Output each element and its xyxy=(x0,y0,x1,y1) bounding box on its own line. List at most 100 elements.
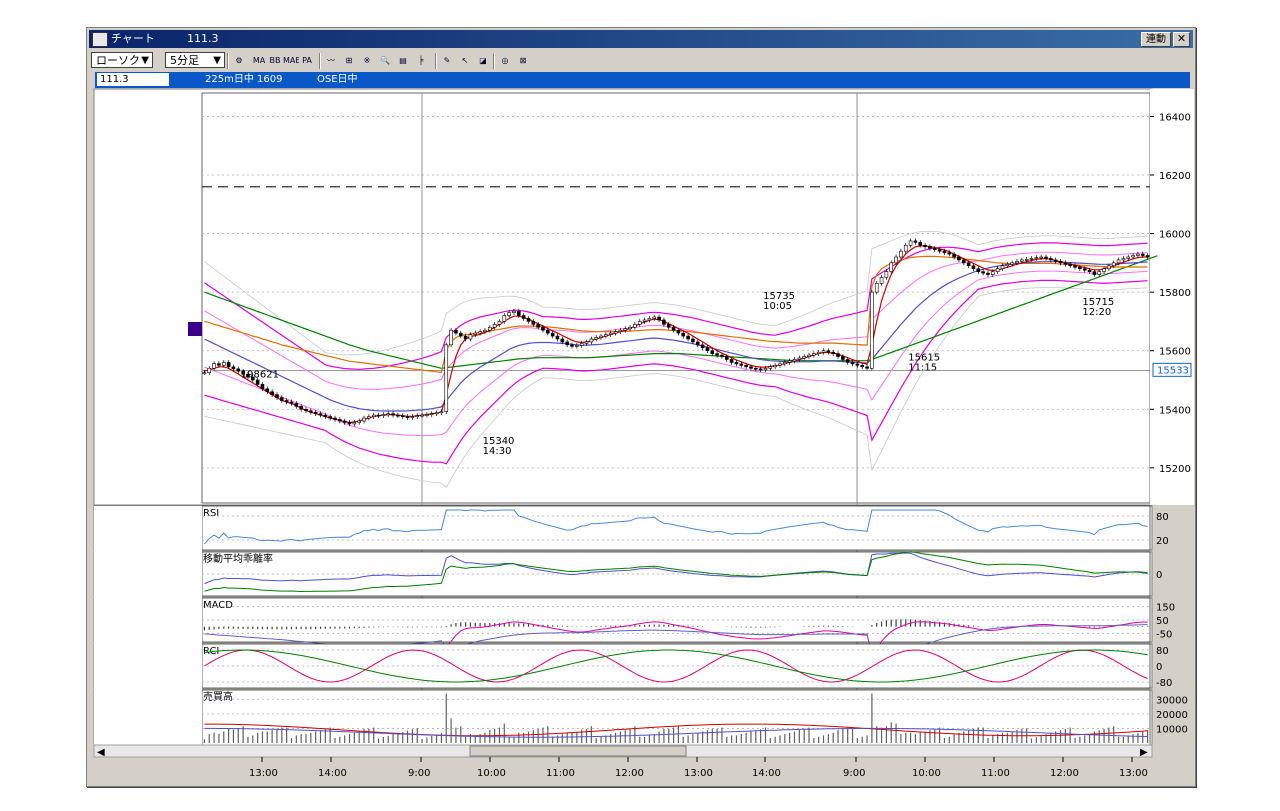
candle xyxy=(217,363,221,366)
candle xyxy=(579,343,584,346)
candle xyxy=(836,353,840,357)
candle xyxy=(947,252,952,255)
candle xyxy=(425,414,429,416)
candle xyxy=(879,277,884,284)
candle xyxy=(758,368,763,371)
export-icon[interactable]: ▤ xyxy=(395,53,411,68)
candle xyxy=(1082,268,1087,271)
candle xyxy=(226,362,231,368)
price-tick-label: 16200 xyxy=(1159,171,1191,182)
interval-value: 5分足 xyxy=(170,54,199,67)
candle xyxy=(521,315,526,319)
rci1-line xyxy=(204,649,1148,683)
candle xyxy=(420,414,424,417)
symbol-input[interactable]: 111.3 xyxy=(97,73,169,86)
candle xyxy=(1015,261,1019,264)
indicator-icon[interactable]: ⊞ xyxy=(341,53,357,68)
chart-settings-icon[interactable]: ⚙ xyxy=(231,53,247,68)
candle xyxy=(729,359,734,363)
ma3-line xyxy=(204,255,1158,369)
candle xyxy=(575,345,579,347)
chart-type-select[interactable]: ローソク ▼ xyxy=(91,52,153,68)
candle xyxy=(284,400,289,403)
title-bar[interactable]: チャート 111.3 連動 ✕ xyxy=(89,30,1193,48)
candle xyxy=(894,256,898,264)
candle xyxy=(449,329,453,346)
candle xyxy=(473,332,478,335)
candle xyxy=(986,272,990,275)
candle xyxy=(517,310,521,316)
candle xyxy=(884,271,889,278)
candle xyxy=(1140,253,1145,256)
candle xyxy=(623,328,628,331)
candle xyxy=(391,413,395,416)
indicator-side-column xyxy=(94,506,202,745)
candle xyxy=(618,329,623,332)
candle xyxy=(821,350,826,353)
pen-icon[interactable]: ✎ xyxy=(439,53,455,68)
toolbar-separator xyxy=(493,53,495,69)
candle xyxy=(749,366,753,369)
ma-icon[interactable]: MA xyxy=(251,53,267,68)
candle xyxy=(362,417,366,422)
link-button[interactable]: 連動 xyxy=(1141,32,1171,47)
candle xyxy=(812,353,816,356)
candle xyxy=(923,244,927,248)
candle xyxy=(957,256,961,261)
cross-icon[interactable]: ⊠ xyxy=(515,53,531,68)
candle xyxy=(744,365,748,368)
candle xyxy=(347,422,352,425)
price-annotation: 14:30 xyxy=(483,446,512,457)
candle xyxy=(608,332,613,335)
candle xyxy=(309,410,313,413)
tool-icon[interactable]: ※ xyxy=(359,53,375,68)
candle xyxy=(507,312,511,316)
candle xyxy=(976,268,981,272)
candle xyxy=(386,413,391,415)
candle xyxy=(768,366,773,369)
line-chart-icon[interactable]: 〰 xyxy=(323,53,339,68)
candle xyxy=(410,416,415,418)
toolbar-separator xyxy=(435,53,437,69)
mae-icon[interactable]: MAE xyxy=(283,53,300,68)
candle xyxy=(468,334,473,340)
candle xyxy=(807,354,811,357)
candle xyxy=(647,318,652,321)
contract-label: 225m日中 1609 xyxy=(205,74,283,85)
indicator-title: 移動平均乖離率 xyxy=(203,552,273,565)
candle xyxy=(942,250,947,253)
candle xyxy=(323,414,328,417)
bb-icon[interactable]: BB xyxy=(267,53,283,68)
indicator-tick-label: 80 xyxy=(1156,646,1169,657)
candle xyxy=(202,372,207,374)
session-label: OSE日中 xyxy=(317,74,358,85)
candle xyxy=(937,249,942,252)
toolbar-separator xyxy=(319,53,321,69)
scroll-left-icon: ◀ xyxy=(97,747,105,758)
pa-icon[interactable]: PA xyxy=(299,53,315,68)
indicator-tick-label: 0 xyxy=(1156,570,1162,581)
deviation3-line xyxy=(204,551,1148,593)
time-tick-label: 14:00 xyxy=(318,768,347,779)
search-icon[interactable]: ◎ xyxy=(497,53,513,68)
price-annotation: 15615 xyxy=(908,352,940,363)
grid-icon[interactable]: ╞ xyxy=(413,53,429,68)
candle xyxy=(304,408,308,412)
ma2-line xyxy=(204,261,1148,412)
price-tick-label: 15600 xyxy=(1159,347,1191,358)
candle xyxy=(865,366,869,369)
eraser-icon[interactable]: ◪ xyxy=(475,53,491,68)
candle xyxy=(1049,258,1053,261)
current-price-box xyxy=(1152,362,1192,377)
zoom-icon[interactable]: 🔍 xyxy=(377,53,393,68)
interval-select[interactable]: 5分足 ▼ xyxy=(165,52,225,68)
chevron-down-icon: ▼ xyxy=(141,55,149,66)
close-icon[interactable]: ✕ xyxy=(1173,32,1190,47)
rci2-line xyxy=(204,649,1148,683)
cursor-icon[interactable]: ↖ xyxy=(457,53,473,68)
candle xyxy=(294,403,299,407)
candle xyxy=(720,354,724,357)
candle xyxy=(313,411,318,414)
time-tick-label: 9:00 xyxy=(843,768,865,779)
